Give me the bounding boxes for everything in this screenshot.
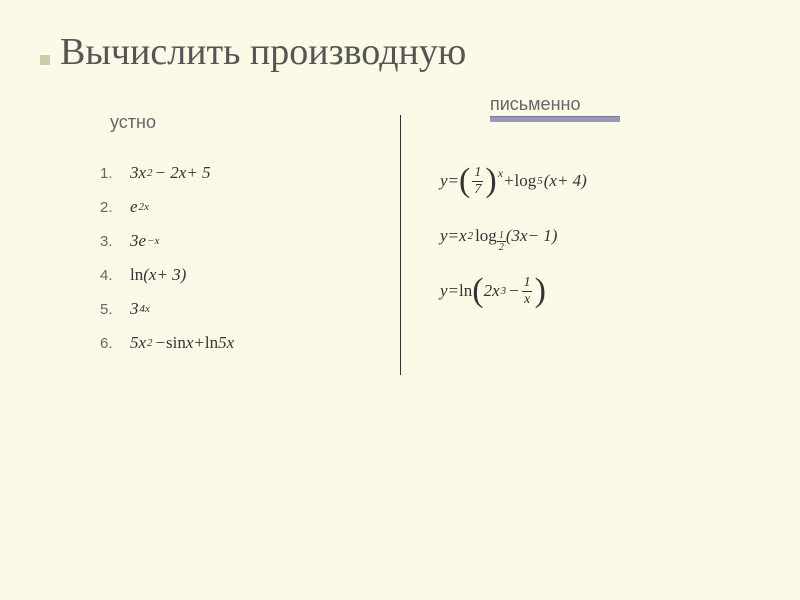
left-column: устно 1. 3x2 − 2x + 5 2. e2x 3. 3e−x 4. …	[40, 94, 400, 584]
expression: 34x	[130, 299, 152, 319]
problem-number: 6.	[100, 335, 130, 352]
title-bullet	[40, 55, 50, 65]
expression: y = x2 log12(3x − 1)	[440, 225, 557, 247]
problem-number: 5.	[100, 301, 130, 318]
page-title: Вычислить производную	[0, 0, 800, 94]
expression: 5x2 − sin x + ln 5x	[130, 333, 234, 353]
expression: ln(x + 3)	[130, 265, 186, 285]
list-item: y = (17)x + log5(x + 4)	[440, 165, 760, 197]
oral-problem-list: 1. 3x2 − 2x + 5 2. e2x 3. 3e−x 4. ln(x +…	[100, 163, 400, 353]
list-item: 4. ln(x + 3)	[100, 265, 400, 285]
content-area: устно 1. 3x2 − 2x + 5 2. e2x 3. 3e−x 4. …	[0, 94, 800, 584]
expression: 3e−x	[130, 231, 161, 251]
list-item: 3. 3e−x	[100, 231, 400, 251]
problem-number: 1.	[100, 165, 130, 182]
list-item: 6. 5x2 − sin x + ln 5x	[100, 333, 400, 353]
left-label: устно	[110, 112, 400, 133]
written-problem-list: y = (17)x + log5(x + 4) y = x2 log12(3x …	[440, 165, 760, 307]
list-item: y = ln(2x3 − 1x)	[440, 275, 760, 307]
expression: y = (17)x + log5(x + 4)	[440, 165, 587, 197]
expression: y = ln(2x3 − 1x)	[440, 275, 546, 307]
problem-number: 2.	[100, 199, 130, 216]
expression: 3x2 − 2x + 5	[130, 163, 211, 183]
right-column: письменно y = (17)x + log5(x + 4) y = x2…	[400, 94, 760, 584]
right-label: письменно	[490, 94, 760, 115]
expression: e2x	[130, 197, 151, 217]
problem-number: 3.	[100, 233, 130, 250]
list-item: 2. e2x	[100, 197, 400, 217]
list-item: y = x2 log12(3x − 1)	[440, 225, 760, 247]
label-underline	[490, 116, 620, 122]
list-item: 5. 34x	[100, 299, 400, 319]
list-item: 1. 3x2 − 2x + 5	[100, 163, 400, 183]
problem-number: 4.	[100, 267, 130, 284]
